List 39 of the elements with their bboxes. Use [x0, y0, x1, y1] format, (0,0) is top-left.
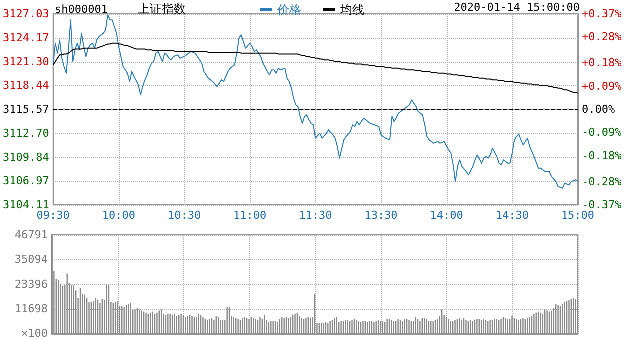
chart-subtitle: sh000001: [55, 3, 108, 16]
y2-tick-label: +0.09%: [582, 80, 622, 93]
y-tick-label: 3106.97: [3, 174, 50, 188]
y-tick-label: 3121.30: [3, 55, 50, 68]
y2-tick-label: +0.37%: [582, 8, 622, 20]
line-series: [52, 42, 578, 94]
y-tick-label: 3124.17: [3, 31, 50, 44]
y-tick-label: 35094: [14, 253, 48, 266]
chart-title: 上证指数: [138, 2, 186, 16]
y2-tick-label: +0.28%: [582, 30, 622, 44]
line-series: [52, 14, 578, 189]
x-tick-label: 14:00: [430, 209, 464, 222]
x-tick-label: 10:30: [168, 209, 202, 222]
y-tick-label: 3109.84: [3, 150, 50, 164]
x-tick-label: 11:00: [234, 209, 267, 222]
y-tick-label: 3104.11: [3, 198, 50, 212]
x-tick-label: 10:00: [102, 209, 136, 222]
x-tick-label: 14:30: [496, 209, 529, 222]
x-tick-label: 13:30: [364, 209, 398, 222]
y2-tick-label: -0.18%: [582, 149, 622, 162]
y-tick-label: 46791: [14, 228, 48, 242]
y-tick-label: 3112.70: [3, 126, 50, 140]
y-axis-title: ×100: [22, 327, 48, 339]
y-tick-label: 3118.44: [3, 79, 50, 92]
y2-tick-label: +0.18%: [582, 56, 622, 70]
y2-tick-label: -0.09%: [582, 126, 622, 140]
y-tick-label: 3115.57: [3, 103, 50, 116]
y2-tick-label: -0.37%: [582, 198, 622, 212]
y-tick-label: 11698: [14, 302, 48, 316]
y-tick-label: 3127.03: [3, 8, 50, 20]
y2-tick-label: -0.28%: [582, 175, 622, 188]
x-tick-label: 15:00: [561, 209, 595, 222]
text: 2020-01-14 15:00:00: [454, 1, 580, 14]
y2-tick-label: 0.00%: [582, 103, 616, 116]
legend-label: 价格: [276, 3, 302, 17]
x-tick-label: 09:30: [36, 209, 70, 222]
y-tick-label: 23396: [14, 278, 48, 291]
legend-label: 均线: [340, 3, 364, 17]
x-tick-label: 11:30: [299, 209, 332, 222]
